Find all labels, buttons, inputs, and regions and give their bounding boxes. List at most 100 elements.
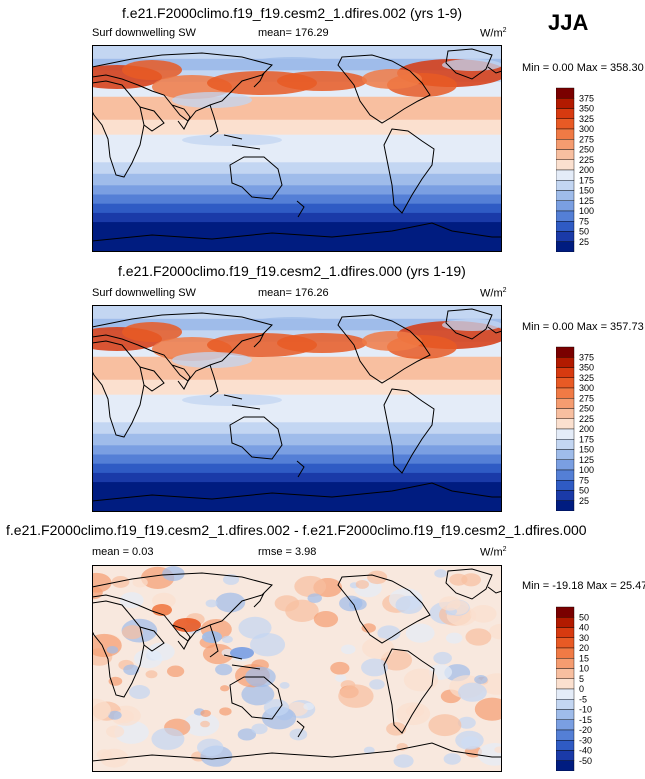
field-blob [122, 60, 182, 80]
coastline-segment [487, 326, 502, 334]
coastline-segment [92, 742, 502, 762]
colorbar-swatch [556, 108, 575, 119]
coastline-segment [92, 80, 145, 178]
field-band [92, 445, 502, 455]
colorbar-swatch [556, 469, 575, 481]
anomaly-blob [455, 730, 484, 750]
anomaly-blob [470, 604, 497, 623]
panel-1-variable-label: Surf downwelling SW [92, 27, 196, 39]
colorbar-swatch [556, 627, 575, 638]
anomaly-blob [96, 749, 113, 760]
colorbar-2: 3753503253002752502252001751501251007550… [556, 346, 594, 511]
field-blob [252, 57, 332, 69]
anomaly-blob [377, 625, 401, 641]
field-blob [277, 333, 367, 353]
colorbar-tick-label: 25 [579, 496, 589, 506]
field-band [92, 394, 502, 409]
coastline-segment [253, 592, 265, 608]
field-blob [122, 322, 182, 342]
colorbar-swatch [556, 241, 575, 252]
anomaly-blob [403, 668, 439, 692]
coastline-segment [139, 106, 165, 132]
coastline-segment [337, 574, 431, 644]
coastline-segment [445, 308, 493, 340]
coastline-segment [337, 54, 431, 124]
field-blob [172, 92, 252, 108]
colorbar-tick-label: 20 [579, 643, 589, 653]
units-sup: 2 [502, 27, 507, 34]
colorbar-tick-label: 175 [579, 175, 594, 185]
colorbar-tick-label: 150 [579, 186, 594, 196]
anomaly-blob [230, 647, 254, 659]
colorbar-swatch [556, 658, 575, 669]
coastline-segment [487, 66, 502, 74]
field-band [92, 203, 502, 214]
anomaly-blob [202, 631, 222, 643]
colorbar-swatch [556, 729, 575, 741]
colorbar-swatch [556, 617, 575, 628]
coastline-segment [92, 222, 502, 242]
field-band [92, 194, 502, 205]
anomaly-blob [111, 575, 130, 588]
colorbar-swatch [556, 159, 575, 171]
colorbar-swatch [556, 367, 575, 378]
colorbar-swatch [556, 637, 575, 649]
colorbar-tick-label: 150 [579, 445, 594, 455]
coastline-segment [296, 720, 305, 738]
anomaly-blob [361, 623, 376, 633]
colorbar-swatch [556, 139, 575, 150]
map-frame [92, 305, 502, 512]
colorbar-tick-label: 25 [579, 237, 589, 247]
colorbar-swatch [556, 98, 575, 109]
anomaly-blob [114, 720, 149, 744]
anomaly-blob [355, 580, 369, 589]
colorbar-tick-label: 175 [579, 434, 594, 444]
colorbar-tick-label: -30 [579, 735, 592, 745]
coastline-segment [92, 52, 273, 122]
anomaly-blob [474, 697, 502, 721]
anomaly-blob [386, 722, 407, 736]
field-band [92, 96, 502, 121]
colorbar-tick-label: 125 [579, 455, 594, 465]
anomaly-blob [251, 723, 268, 735]
field-band [92, 134, 502, 149]
field-band [92, 305, 502, 320]
panel-1-mean-label: mean= 176.29 [258, 27, 329, 39]
colorbar-tick-label: -40 [579, 746, 592, 756]
field-band [92, 148, 502, 163]
anomaly-blob [461, 573, 481, 587]
colorbar-swatch [556, 750, 575, 761]
field-band [92, 472, 502, 483]
field-blob [182, 134, 282, 146]
anomaly-blob [294, 575, 327, 598]
colorbar-swatch [556, 709, 575, 720]
anomaly-blob [202, 643, 234, 665]
anomaly-blob [338, 684, 374, 708]
anomaly-blob [348, 598, 367, 611]
anomaly-blob [405, 623, 435, 643]
map-frame [92, 45, 502, 252]
colorbar-tick-label: 50 [579, 227, 589, 237]
anomaly-blob [457, 716, 476, 729]
coastline-segment [383, 128, 435, 214]
anomaly-blob [200, 709, 211, 717]
map-panel-2 [92, 305, 502, 512]
coastline-segment [139, 626, 165, 652]
colorbar-tick-label: 15 [579, 653, 589, 663]
colorbar-tick-label: 0 [579, 684, 584, 694]
colorbar-swatch [556, 231, 575, 242]
colorbar-swatch [556, 210, 575, 222]
field-blob [362, 331, 422, 351]
anomaly-blob [220, 685, 230, 692]
panel-3-minmax: Min = -19.18 Max = 25.47 [522, 580, 645, 592]
anomaly-blob [263, 699, 290, 717]
field-band [92, 379, 502, 396]
field-band [92, 408, 502, 423]
colorbar-swatch [556, 760, 575, 771]
colorbar-tick-label: 250 [579, 145, 594, 155]
field-band [92, 454, 502, 465]
field-band [92, 356, 502, 381]
field-blob [277, 71, 367, 91]
anomaly-blob [445, 632, 463, 644]
coastline-segment [171, 624, 191, 650]
